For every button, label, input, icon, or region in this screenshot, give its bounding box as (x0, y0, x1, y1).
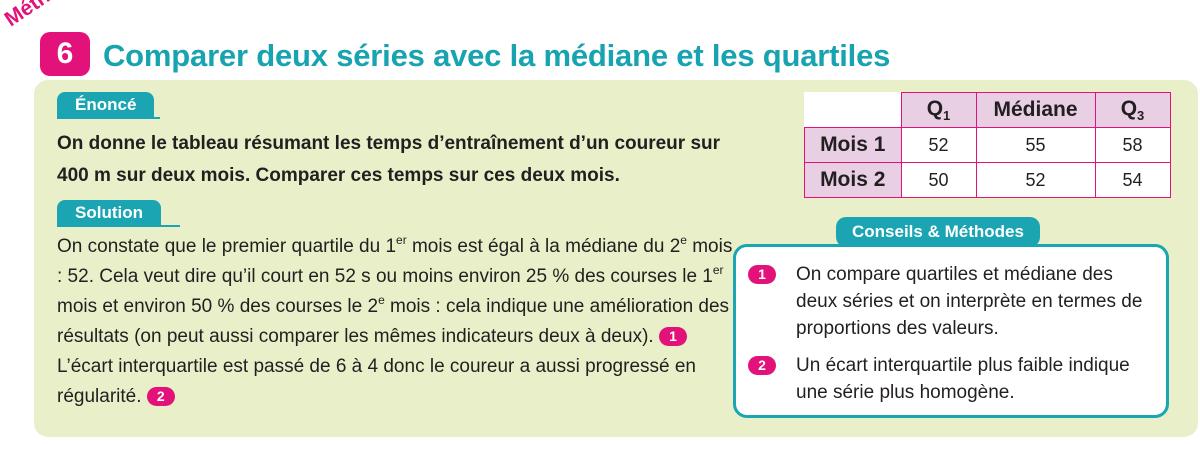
cell-q1: 50 (900, 162, 977, 198)
solution-underline (57, 225, 180, 227)
table-row: Mois 1 52 55 58 (804, 127, 1171, 163)
cell-median: 52 (975, 162, 1096, 198)
conseil-badge-1: 1 (748, 265, 776, 284)
column-header-q1: Q1 (900, 92, 977, 128)
page-title: Comparer deux séries avec la médiane et … (103, 38, 891, 73)
conseil-text-2: Un écart interquartile plus faible indiq… (796, 355, 1130, 403)
solution-part-2: mois est égal à la médiane du 2 (406, 236, 681, 257)
q1-subscript: 1 (943, 108, 951, 124)
q3-subscript: 3 (1137, 108, 1145, 124)
table-row: Mois 2 50 52 54 (804, 162, 1171, 198)
cell-q3: 58 (1094, 127, 1171, 163)
solution-text: On constate que le premier quartile du 1… (57, 232, 737, 412)
solution-part-3: mois : 52. Cela veut dire qu’il court en… (57, 236, 733, 287)
ordinal-superscript: e (378, 293, 385, 307)
cell-q3: 54 (1094, 162, 1171, 198)
conseil-text-1: On compare quartiles et médiane des deux… (796, 264, 1143, 339)
reference-badge-1: 1 (658, 327, 687, 346)
methode-label: Méthode (1, 0, 86, 32)
reference-badge-2: 2 (146, 387, 175, 406)
row-header-mois-1: Mois 1 (804, 127, 902, 163)
solution-part-5: mois : cela indique une amélioration des… (57, 296, 730, 347)
cell-q1: 52 (900, 127, 977, 163)
table-corner (805, 93, 902, 128)
row-header-mois-2: Mois 2 (804, 162, 902, 198)
solution-part-1: On constate que le premier quartile du 1 (57, 236, 397, 257)
conseils-box (733, 244, 1169, 418)
conseil-item-1: 1 On compare quartiles et médiane des de… (748, 261, 1148, 342)
table-header-row: Q1 Médiane Q3 (805, 92, 1171, 128)
column-header-median: Médiane (975, 92, 1096, 128)
enonce-underline (57, 117, 160, 119)
enonce-tab: Énoncé (57, 92, 155, 118)
conseil-item-2: 2 Un écart interquartile plus faible ind… (748, 352, 1148, 406)
column-header-q3: Q3 (1094, 92, 1171, 128)
ordinal-superscript: er (396, 233, 407, 247)
conseils-title: Conseils & Méthodes (836, 217, 1040, 247)
ordinal-superscript: e (680, 233, 687, 247)
q1-letter: Q (926, 96, 944, 120)
ordinal-superscript: er (712, 263, 724, 277)
q3-letter: Q (1120, 96, 1138, 120)
enonce-text: On donne le tableau résumant les temps d… (57, 133, 721, 186)
methode-number-badge: 6 (40, 32, 90, 76)
solution-tab: Solution (57, 200, 161, 226)
conseil-badge-2: 2 (748, 356, 776, 375)
solution-part-4: mois et environ 50 % des courses le 2 (57, 296, 379, 317)
solution-part-6: L’écart interquartile est passé de 6 à 4… (57, 356, 696, 407)
cell-median: 55 (975, 127, 1096, 163)
quartiles-table: Q1 Médiane Q3 Mois 1 52 55 58 Mois 2 50 … (804, 92, 1171, 198)
